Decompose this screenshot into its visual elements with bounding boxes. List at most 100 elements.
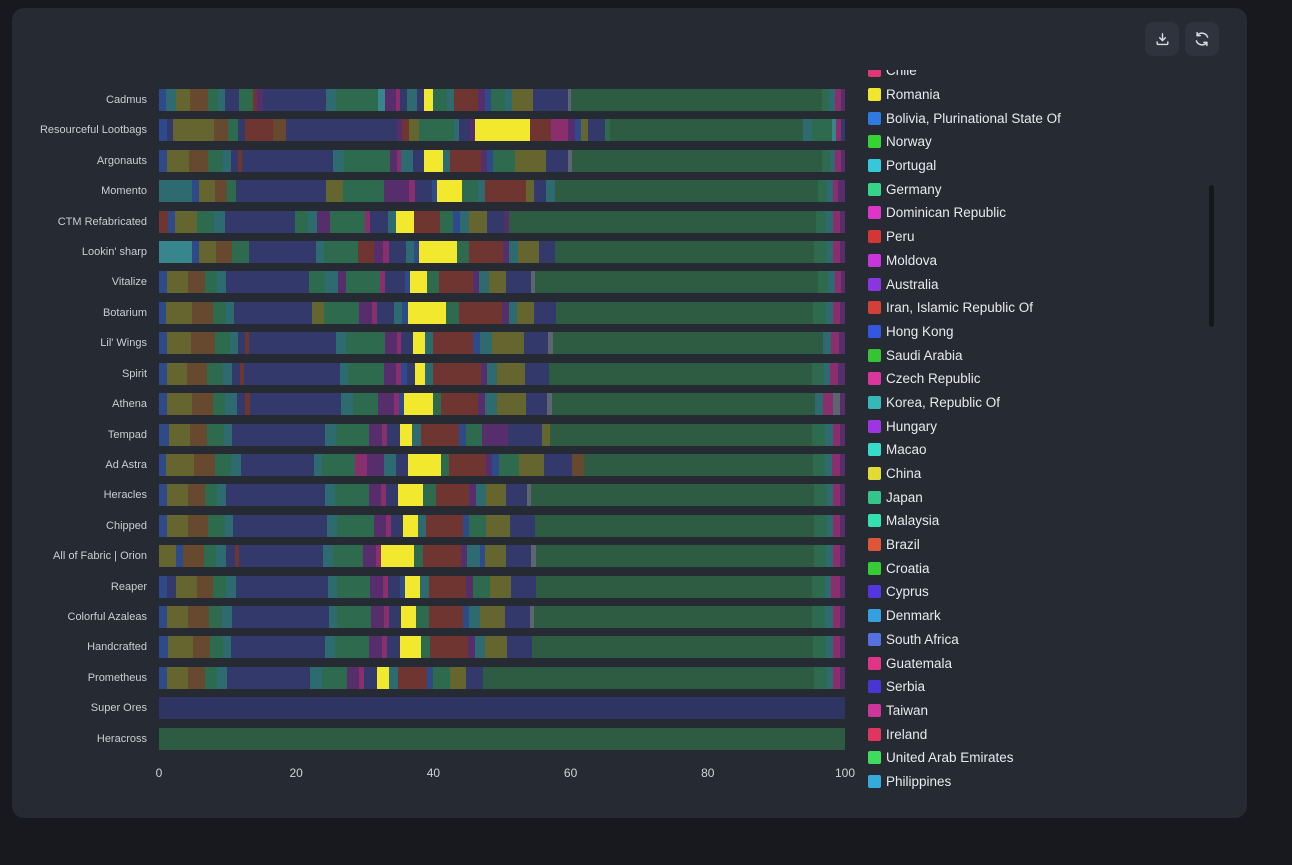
bar-segment[interactable] [550,423,812,446]
bar-segment[interactable] [838,332,845,355]
bar-segment[interactable] [424,332,433,355]
bar-segment[interactable] [534,301,556,324]
bar-segment[interactable] [159,484,168,507]
bar-segment[interactable] [406,89,418,111]
bar-segment[interactable] [189,149,209,172]
bar-segment[interactable] [188,484,205,507]
bar-segment[interactable] [833,545,840,568]
bar-segment[interactable] [469,605,480,628]
bar-segment[interactable] [580,119,588,142]
bar-segment[interactable] [227,119,239,142]
bar-segment[interactable] [423,484,436,507]
bar-segment[interactable] [335,636,370,659]
bar-segment[interactable] [534,180,547,203]
bar-segment[interactable] [431,180,437,203]
bar-segment[interactable] [232,423,326,446]
bar-segment[interactable] [345,332,386,355]
bar-segment[interactable] [543,453,573,476]
bar-segment[interactable] [832,636,840,659]
legend-item[interactable]: Croatia [868,556,1198,580]
bar-segment[interactable] [426,271,440,294]
bar-segment[interactable] [473,575,490,598]
bar-segment[interactable] [501,301,509,324]
bar-segment[interactable] [440,210,454,233]
bar-segment[interactable] [838,180,845,203]
bar-segment[interactable] [420,423,459,446]
bar-segment[interactable] [527,484,532,507]
bar-segment[interactable] [439,271,473,294]
bar-segment[interactable] [381,423,388,446]
bar-segment[interactable] [436,180,462,203]
bar-segment[interactable] [429,605,463,628]
legend-item[interactable]: Australia [868,272,1198,296]
bar-segment[interactable] [435,484,470,507]
bar-segment[interactable] [450,149,481,172]
stacked-bar[interactable] [159,514,845,537]
legend-item[interactable]: Cyprus [868,580,1198,604]
bar-segment[interactable] [526,393,547,416]
bar-segment[interactable] [294,210,308,233]
bar-segment[interactable] [572,453,585,476]
bar-segment[interactable] [504,210,510,233]
bar-segment[interactable] [362,545,376,568]
bar-segment[interactable] [400,575,406,598]
bar-segment[interactable] [572,149,823,172]
download-button[interactable] [1145,22,1179,56]
bar-segment[interactable] [371,605,384,628]
bar-segment[interactable] [311,301,325,324]
bar-segment[interactable] [480,362,488,385]
bar-segment[interactable] [815,210,827,233]
bar-segment[interactable] [376,301,394,324]
bar-segment[interactable] [839,484,845,507]
bar-segment[interactable] [196,210,215,233]
bar-segment[interactable] [489,271,507,294]
stacked-bar[interactable] [159,575,845,598]
stacked-bar[interactable] [159,210,845,233]
bar-segment[interactable] [182,545,204,568]
bar-segment[interactable] [286,119,397,142]
bar-segment[interactable] [322,666,348,689]
bar-segment[interactable] [838,362,845,385]
legend-item[interactable]: Serbia [868,675,1198,699]
bar-segment[interactable] [426,666,434,689]
bar-segment[interactable] [407,453,441,476]
bar-segment[interactable] [456,241,470,264]
bar-segment[interactable] [413,332,425,355]
bar-segment[interactable] [484,180,526,203]
bar-segment[interactable] [224,514,233,537]
bar-segment[interactable] [535,545,814,568]
bar-segment[interactable] [448,453,486,476]
bar-segment[interactable] [421,636,430,659]
bar-segment[interactable] [204,666,217,689]
bar-segment[interactable] [425,514,463,537]
bar-segment[interactable] [840,149,845,172]
bar-segment[interactable] [824,423,834,446]
bar-segment[interactable] [515,149,546,172]
bar-segment[interactable] [475,484,486,507]
bar-segment[interactable] [213,575,226,598]
bar-segment[interactable] [460,210,469,233]
bar-segment[interactable] [222,362,233,385]
bar-segment[interactable] [382,241,390,264]
bar-segment[interactable] [815,393,824,416]
bar-segment[interactable] [399,423,413,446]
bar-segment[interactable] [839,666,845,689]
bar-segment[interactable] [485,636,507,659]
bar-segment[interactable] [159,271,168,294]
bar-segment[interactable] [335,484,369,507]
bar-segment[interactable] [192,241,200,264]
bar-segment[interactable] [826,545,834,568]
bar-segment[interactable] [214,453,231,476]
bar-segment[interactable] [167,119,173,142]
bar-segment[interactable] [395,89,400,111]
bar-segment[interactable] [188,271,205,294]
bar-segment[interactable] [604,119,611,142]
bar-segment[interactable] [222,605,233,628]
bar-segment[interactable] [433,666,450,689]
bar-segment[interactable] [489,575,511,598]
bar-segment[interactable] [826,210,834,233]
bar-segment[interactable] [551,119,569,142]
bar-segment[interactable] [257,89,264,111]
bar-segment[interactable] [813,545,827,568]
bar-segment[interactable] [459,301,502,324]
